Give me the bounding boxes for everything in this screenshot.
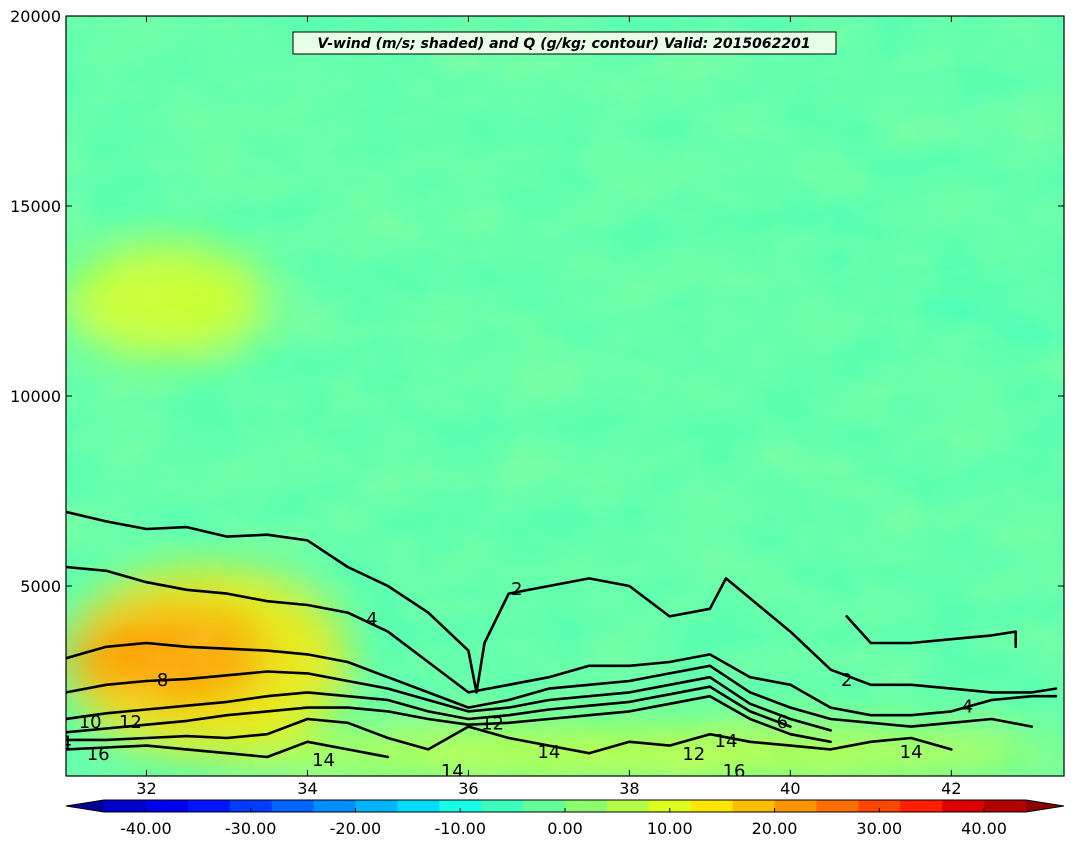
colorbar-segment xyxy=(104,800,147,812)
chart-title-box: V-wind (m/s; shaded) and Q (g/kg; contou… xyxy=(292,31,837,55)
contour-lines xyxy=(66,510,1058,759)
contour-line-12 xyxy=(66,694,832,744)
contour-line-8 xyxy=(66,670,832,732)
contour-label: 4 xyxy=(366,609,377,630)
colorbar-segment xyxy=(900,800,943,812)
y-tick-label: 20000 xyxy=(10,7,61,26)
colorbar-segment xyxy=(313,800,356,812)
contour-line-16 xyxy=(66,740,390,759)
colorbar-segment xyxy=(271,800,315,812)
colorbar-segment xyxy=(439,800,482,812)
colorbar-segment xyxy=(355,800,398,812)
colorbar-tick-label: 40.00 xyxy=(961,819,1007,838)
colorbar-tick-label: -20.00 xyxy=(330,819,382,838)
colorbar-segment xyxy=(397,800,440,812)
colorbar-min-extend xyxy=(66,800,104,812)
x-tick-label: 40 xyxy=(780,779,800,798)
colorbar-segment xyxy=(648,800,692,812)
x-tick-label: 36 xyxy=(458,779,478,798)
contour-label: 14 xyxy=(715,731,738,752)
contour-label: 4 xyxy=(60,733,71,754)
colorbar-tick-label: -10.00 xyxy=(434,819,486,838)
plot-area: 2 2 4 8 10 12 12 12 14 14 14 14 4 6 16 16 4 14 xyxy=(60,15,1065,782)
chart-title: V-wind (m/s; shaded) and Q (g/kg; contou… xyxy=(317,36,810,52)
colorbar-tick-label: -30.00 xyxy=(225,819,277,838)
contour-label: 14 xyxy=(312,750,335,771)
colorbar-tick-label: 10.00 xyxy=(647,819,693,838)
contour-label: 6 xyxy=(777,712,788,733)
contour-line-6 xyxy=(66,641,1034,728)
x-tick-label: 34 xyxy=(297,779,317,798)
colorbar-segment xyxy=(229,800,273,812)
colorbar-outline xyxy=(65,799,1065,813)
contour-label: 12 xyxy=(119,712,142,733)
colorbar-tick-label: 30.00 xyxy=(856,819,902,838)
contour-label: 16 xyxy=(723,761,746,782)
contour-label: 12 xyxy=(481,714,504,735)
contour-line-2 xyxy=(845,615,1017,649)
contour-label: 2 xyxy=(511,579,522,600)
contour-line-10 xyxy=(66,685,792,728)
colorbar-tick-label: -40.00 xyxy=(120,819,172,838)
colorbar-segment xyxy=(187,800,231,812)
contour-label: 12 xyxy=(682,744,705,765)
y-axis: 5000 10000 15000 20000 xyxy=(10,7,1064,596)
x-tick-label: 42 xyxy=(941,779,961,798)
contour-label: 14 xyxy=(900,742,923,763)
contour-line-4 xyxy=(66,565,1058,717)
contour-label: 10 xyxy=(79,712,102,733)
y-tick-label: 15000 xyxy=(10,197,61,216)
colorbar-segment xyxy=(774,800,817,812)
contour-line-14 xyxy=(66,717,953,755)
colorbar-segment xyxy=(984,800,1027,812)
colorbar-segment xyxy=(606,800,650,812)
colorbar-segment xyxy=(523,800,566,812)
colorbar: -40.00 -30.00 -20.00 -10.00 0.00 10.00 20.00 30… xyxy=(65,799,1065,838)
colorbar-segment xyxy=(858,800,901,812)
contour-label: 14 xyxy=(441,761,464,782)
contour-line-2 xyxy=(66,510,1058,694)
contour-label: 4 xyxy=(962,697,973,718)
colorbar-tick-label: 0.00 xyxy=(547,819,583,838)
contour-label: 8 xyxy=(157,670,168,691)
title-background xyxy=(292,31,837,55)
x-tick-label: 38 xyxy=(619,779,639,798)
colorbar-tick-label: 20.00 xyxy=(752,819,798,838)
colorbar-segment xyxy=(565,800,608,812)
colorbar-max-extend xyxy=(1026,800,1064,812)
y-tick-label: 10000 xyxy=(10,387,61,406)
texture-overlay xyxy=(66,16,1064,776)
colorbar-segment xyxy=(690,800,734,812)
colorbar-segment xyxy=(942,800,985,812)
colorbar-segment xyxy=(732,800,776,812)
colorbar-segment xyxy=(816,800,859,812)
colorbar-segment xyxy=(481,800,524,812)
contour-labels: 2 2 4 8 10 12 12 12 14 14 14 14 4 6 16 16 4 14 xyxy=(60,579,973,782)
colorbar-segment xyxy=(145,800,189,812)
contour-label: 16 xyxy=(87,744,110,765)
contour-label: 14 xyxy=(537,742,560,763)
x-tick-label: 32 xyxy=(136,779,156,798)
contour-label: 2 xyxy=(841,670,852,691)
x-axis: 32 34 36 38 40 42 xyxy=(136,16,962,798)
y-tick-label: 5000 xyxy=(20,577,61,596)
